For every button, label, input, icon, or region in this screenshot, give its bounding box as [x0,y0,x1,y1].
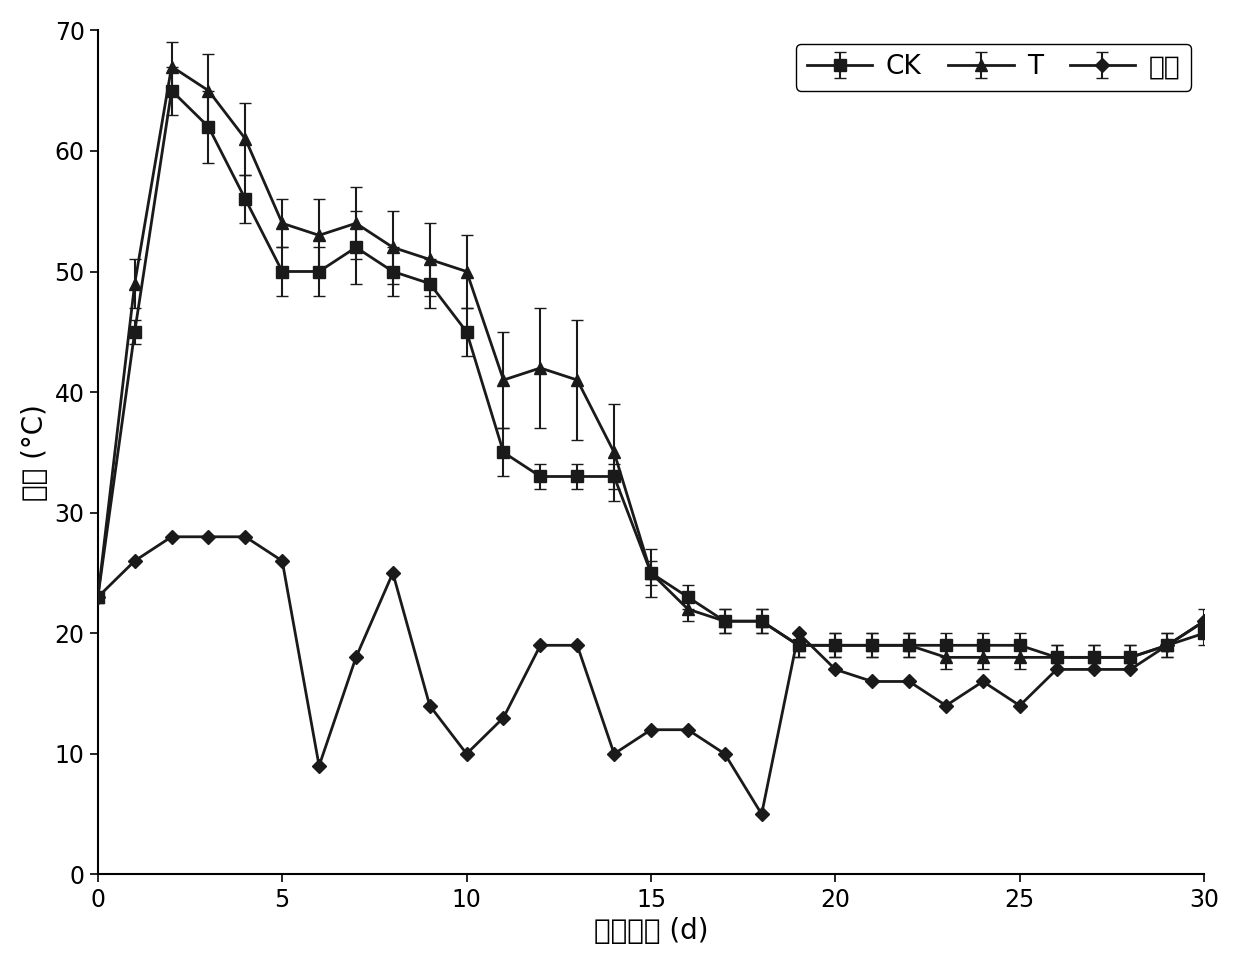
Legend: CK, T, 室温: CK, T, 室温 [796,43,1190,91]
X-axis label: 堆肆时间 (d): 堆肆时间 (d) [594,917,708,945]
Y-axis label: 温度 (°C): 温度 (°C) [21,404,48,500]
